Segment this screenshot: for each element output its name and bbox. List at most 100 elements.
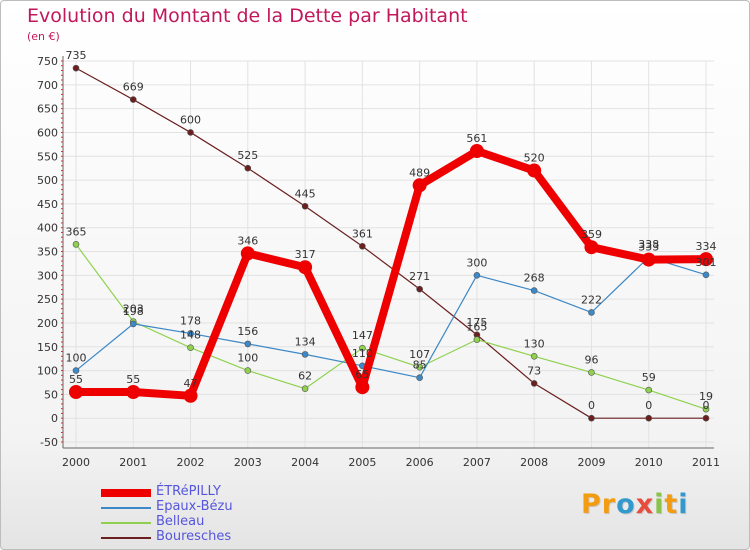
data-point: [416, 285, 423, 293]
data-label: 59: [642, 371, 656, 384]
data-point: [301, 385, 309, 392]
data-label: 147: [352, 329, 373, 342]
logo-letter: x: [635, 489, 655, 520]
data-label: 520: [524, 152, 545, 165]
data-point: [183, 388, 198, 403]
y-tick-label: 0: [51, 412, 58, 425]
x-tick-label: 2003: [234, 456, 262, 469]
data-point: [72, 64, 80, 72]
data-label: 271: [409, 270, 430, 283]
legend-item: Belleau: [101, 514, 361, 530]
chart-title: Evolution du Montant de la Dette par Hab…: [27, 5, 468, 27]
data-label: 96: [584, 353, 598, 366]
data-label: 735: [66, 49, 87, 62]
data-label: 65: [355, 368, 369, 381]
x-tick-label: 2009: [577, 456, 605, 469]
x-tick-label: 2002: [177, 456, 205, 469]
y-tick-label: 500: [37, 174, 58, 187]
legend-item: Epaux-Bézu: [101, 499, 361, 515]
data-label: 361: [352, 227, 373, 240]
legend-swatch: [101, 507, 151, 509]
data-point: [645, 414, 653, 422]
data-label: 333: [638, 241, 659, 254]
series-line: [75, 67, 707, 419]
legend-swatch: [101, 537, 151, 539]
data-label: 346: [237, 234, 258, 247]
legend-item: ÉTRéPILLY: [101, 484, 361, 500]
data-point: [469, 144, 484, 159]
y-tick-label: 100: [37, 365, 58, 378]
legend-label: Epaux-Bézu: [156, 499, 233, 514]
data-point: [530, 287, 538, 294]
data-point: [584, 240, 599, 255]
y-tick-label: 150: [37, 341, 58, 354]
data-label: 85: [413, 359, 427, 372]
data-point: [240, 246, 255, 261]
data-label: 130: [524, 337, 545, 350]
logo-letter: i: [678, 489, 689, 520]
data-point: [416, 363, 423, 371]
data-label: 365: [66, 225, 87, 238]
data-point: [641, 252, 656, 267]
data-label: 669: [123, 81, 144, 94]
data-point: [527, 163, 542, 178]
data-point: [355, 380, 370, 395]
data-label: 62: [298, 370, 312, 383]
legend-item: Bouresches: [101, 529, 361, 545]
data-label: 134: [295, 335, 316, 348]
data-label: 47: [184, 377, 198, 390]
data-label: 222: [581, 293, 602, 306]
x-tick-label: 2008: [520, 456, 548, 469]
data-label: 178: [180, 314, 201, 327]
data-point: [359, 344, 366, 352]
logo-letter: i: [654, 489, 665, 520]
data-label: 148: [180, 329, 201, 342]
data-label: 317: [295, 248, 316, 261]
x-tick-label: 2007: [463, 456, 491, 469]
data-label: 0: [645, 399, 652, 412]
data-label: 525: [237, 149, 258, 162]
x-tick-label: 2005: [348, 456, 376, 469]
proxiti-logo: Proxiti: [581, 489, 689, 520]
legend-label: ÉTRéPILLY: [156, 484, 221, 499]
legend-label: Belleau: [156, 514, 205, 529]
data-label: 338: [638, 238, 659, 251]
data-label: 445: [295, 187, 316, 200]
data-point: [72, 241, 80, 248]
data-label: 0: [588, 399, 595, 412]
data-point: [702, 405, 710, 413]
data-point: [187, 330, 194, 337]
x-tick-label: 2004: [291, 456, 319, 469]
data-point: [298, 260, 313, 275]
y-tick-label: 200: [37, 317, 58, 330]
data-label: 489: [409, 166, 430, 179]
data-label: 100: [66, 352, 87, 365]
x-tick-label: 2011: [692, 456, 720, 469]
data-point: [129, 320, 137, 328]
data-point: [530, 380, 538, 387]
logo-letter: P: [581, 489, 602, 520]
data-label: 156: [237, 325, 258, 338]
data-label: 107: [409, 348, 430, 361]
data-point: [359, 242, 366, 250]
data-label: 198: [123, 305, 144, 318]
data-point: [301, 202, 309, 210]
data-label: 300: [466, 256, 487, 269]
data-point: [588, 414, 595, 422]
x-tick-label: 2006: [406, 456, 434, 469]
data-label: 73: [527, 364, 541, 377]
data-label: 55: [69, 373, 83, 386]
series-line: [75, 256, 707, 379]
data-label: 165: [466, 321, 487, 334]
y-tick-label: 450: [37, 198, 58, 211]
data-point: [129, 96, 137, 103]
data-point: [473, 336, 481, 343]
y-tick-label: 250: [37, 293, 58, 306]
data-point: [244, 340, 252, 348]
y-tick-label: 650: [37, 103, 58, 116]
data-point: [699, 252, 713, 267]
legend-swatch: [101, 489, 151, 497]
data-point: [412, 178, 427, 193]
